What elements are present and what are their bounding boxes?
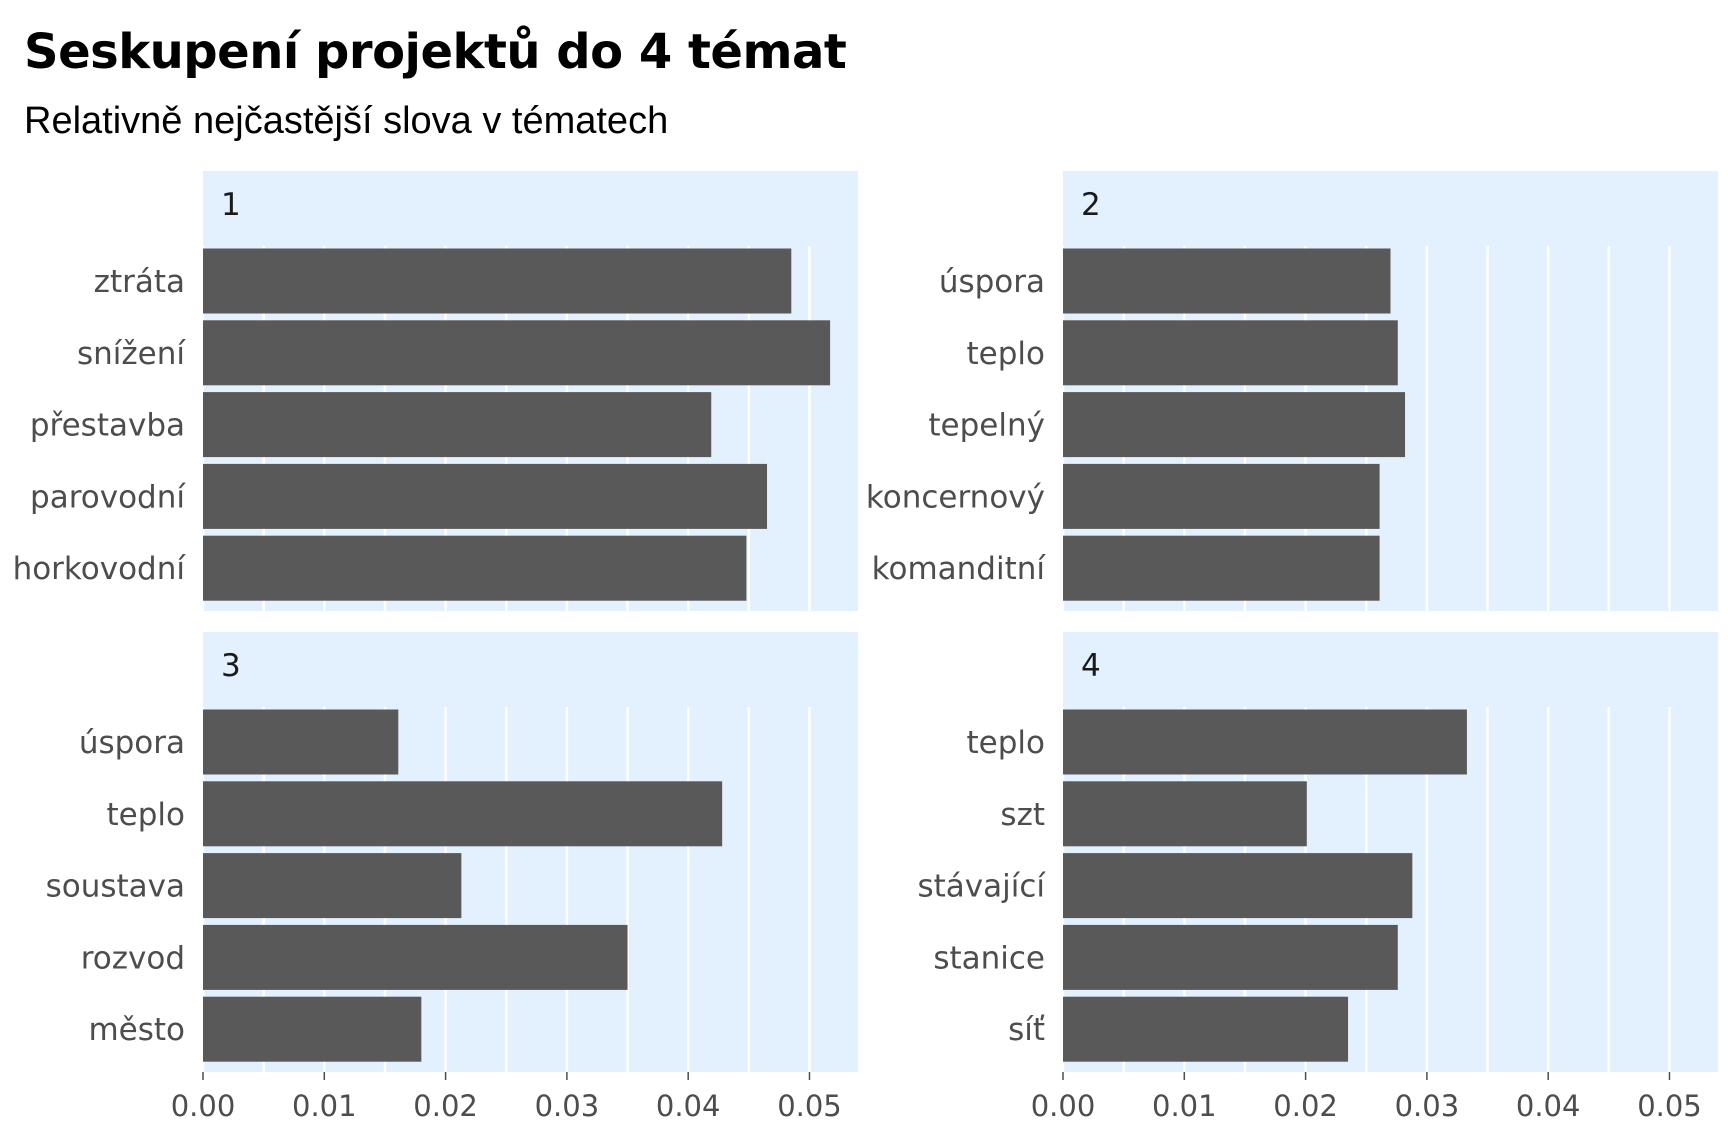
bar-1-3	[203, 463, 768, 529]
category-label: stávající	[917, 869, 1046, 905]
category-label: síť	[1008, 1012, 1045, 1048]
category-label: horkovodní	[13, 551, 187, 587]
bar-3-4	[203, 996, 422, 1062]
category-label: soustava	[46, 869, 185, 905]
chart-title: Seskupení projektů do 4 témat	[24, 24, 847, 80]
category-label: komanditní	[872, 551, 1047, 587]
bar-3-1	[203, 781, 723, 847]
category-label: tepelný	[928, 408, 1045, 444]
category-label: teplo	[107, 797, 185, 833]
x-tick-label: 0.01	[292, 1089, 357, 1123]
x-tick-label: 0.04	[1516, 1089, 1581, 1123]
category-label: teplo	[967, 725, 1045, 761]
bar-3-3	[203, 924, 628, 990]
bar-2-3	[1063, 463, 1380, 529]
category-label: teplo	[967, 336, 1045, 372]
category-label: parovodní	[30, 479, 186, 515]
category-label: szt	[1000, 797, 1045, 833]
x-tick-label: 0.05	[1637, 1089, 1702, 1123]
bar-2-0	[1063, 248, 1391, 314]
bar-1-4	[203, 535, 747, 601]
category-label: úspora	[939, 264, 1045, 300]
bar-4-1	[1063, 781, 1307, 847]
bar-3-2	[203, 853, 462, 919]
bar-2-4	[1063, 535, 1380, 601]
bar-1-1	[203, 320, 831, 386]
x-tick-label: 0.05	[777, 1089, 842, 1123]
x-tick-label: 0.02	[1273, 1089, 1338, 1123]
bar-1-0	[203, 248, 792, 314]
category-label: snížení	[77, 336, 186, 372]
x-tick-label: 0.03	[1395, 1089, 1460, 1123]
bar-2-2	[1063, 392, 1406, 458]
category-label: rozvod	[81, 940, 185, 976]
x-tick-label: 0.00	[1031, 1089, 1096, 1123]
category-label: úspora	[79, 725, 185, 761]
bar-1-2	[203, 392, 712, 458]
x-tick-label: 0.04	[656, 1089, 721, 1123]
x-tick-label: 0.01	[1152, 1089, 1217, 1123]
category-label: stanice	[933, 940, 1045, 976]
facet-label-3: 3	[221, 648, 241, 684]
category-label: přestavba	[30, 408, 185, 444]
x-tick-label: 0.00	[171, 1089, 236, 1123]
bar-4-2	[1063, 853, 1413, 919]
bar-3-0	[203, 709, 399, 775]
bar-4-3	[1063, 924, 1398, 990]
bar-2-1	[1063, 320, 1398, 386]
bar-4-0	[1063, 709, 1467, 775]
x-tick-label: 0.03	[535, 1089, 600, 1123]
category-label: ztráta	[94, 264, 185, 300]
category-label: město	[88, 1012, 185, 1048]
chart-subtitle: Relativně nejčastější slova v tématech	[24, 100, 669, 142]
facet-label-2: 2	[1081, 187, 1101, 223]
facet-label-1: 1	[221, 187, 241, 223]
bar-4-4	[1063, 996, 1349, 1062]
category-label: koncernový	[866, 479, 1045, 515]
x-tick-label: 0.02	[413, 1089, 478, 1123]
facet-label-4: 4	[1081, 648, 1101, 684]
